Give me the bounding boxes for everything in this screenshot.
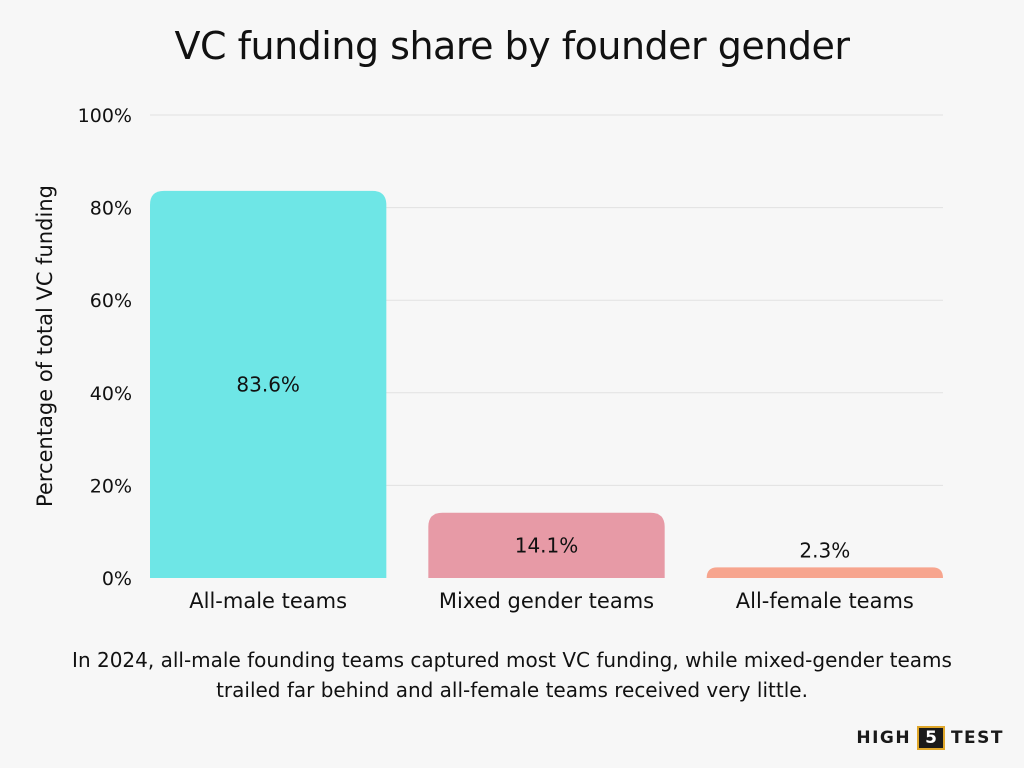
y-tick-label: 60%: [90, 290, 132, 312]
bar: [150, 190, 387, 578]
data-label: 83.6%: [236, 372, 300, 396]
y-tick-label: 0%: [102, 568, 132, 590]
y-axis-label: Percentage of total VC funding: [33, 185, 57, 507]
bar: [428, 512, 665, 578]
bar-chart: 0% 20% 40% 60% 80% 100% 83.6% All-male teams 14.…: [33, 105, 943, 613]
data-label: 14.1%: [515, 533, 579, 557]
bar: [706, 567, 943, 578]
x-tick-label: Mixed gender teams: [439, 589, 654, 613]
chart-title: VC funding share by founder gender: [174, 24, 850, 68]
brand-logo: HIGH 5 TEST: [856, 726, 1004, 750]
y-tick-label: 20%: [90, 475, 132, 497]
y-tick-label: 80%: [90, 198, 132, 220]
x-tick-label: All-female teams: [736, 589, 914, 613]
data-label: 2.3%: [799, 538, 850, 562]
y-tick-label: 100%: [78, 105, 132, 127]
x-tick-label: All-male teams: [189, 589, 347, 613]
chart-caption: In 2024, all-male founding teams capture…: [72, 648, 952, 702]
brand-text-left: HIGH: [856, 728, 912, 748]
brand-text-right: TEST: [950, 728, 1004, 748]
brand-number: 5: [917, 726, 945, 750]
y-tick-label: 40%: [90, 383, 132, 405]
